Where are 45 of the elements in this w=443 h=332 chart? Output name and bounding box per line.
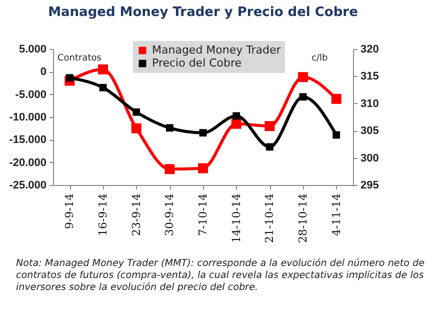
y-tick-label: -15.000: [9, 134, 46, 146]
point: [232, 112, 240, 120]
y-tick-label: -20.000: [9, 156, 46, 169]
point: [332, 131, 340, 139]
y-tick-label: -5.000: [15, 88, 46, 101]
x-tick-label: 30-9-14: [163, 194, 176, 236]
point: [231, 118, 242, 129]
x-tick-label: 16-9-14: [96, 194, 110, 236]
point: [166, 124, 174, 132]
point: [99, 84, 107, 92]
point: [199, 129, 207, 136]
legend-label: Managed Money Trader: [152, 44, 282, 56]
y-tick-label: -25.000: [9, 180, 46, 192]
y2-tick-label: 315: [360, 70, 379, 83]
y2-tick-label: 310: [360, 98, 379, 110]
y-tick-label: 5.000: [18, 44, 46, 56]
point: [132, 108, 140, 116]
point: [66, 74, 74, 82]
point: [299, 93, 307, 101]
y2-tick-label: 295: [360, 180, 379, 192]
point: [266, 143, 274, 151]
x-tick-label: 21-10-14: [263, 194, 276, 243]
point: [198, 163, 208, 174]
point: [264, 121, 275, 132]
y-tick-label: -10.000: [9, 112, 46, 124]
legend-label: Precio del Cobre: [152, 56, 242, 70]
y2-tick-label: 320: [360, 44, 379, 56]
point: [98, 64, 108, 74]
point: [331, 94, 342, 104]
x-tick-label: 14-10-14: [230, 194, 243, 243]
x-tick-label: 4-11-14: [330, 194, 343, 236]
x-tick-label: 28-10-14: [296, 194, 310, 243]
text: Nota: Managed Money Trader (MMT): corresponde a la evolución del número neto de contratos de futuros (compra-venta), la cual revela las expectativas implícitas de los inversores sobre la evolución del precio del cobre.: [16, 258, 426, 294]
y-tick-label: 0: [40, 66, 46, 78]
chart-title: Managed Money Trader y Precio del Cobre: [48, 5, 358, 20]
y2-tick-label: 305: [360, 125, 379, 138]
x-tick-label: 23-9-14: [130, 194, 143, 236]
y2-tick-label: 300: [360, 152, 379, 164]
point: [298, 72, 308, 82]
point: [164, 164, 175, 174]
y-axis-title: Contratos: [58, 54, 102, 64]
x-tick-label: 7-10-14: [196, 194, 210, 236]
point: [131, 123, 142, 134]
y2-axis-title: c/lb: [312, 54, 328, 64]
x-tick-label: 9-9-14: [63, 194, 76, 229]
